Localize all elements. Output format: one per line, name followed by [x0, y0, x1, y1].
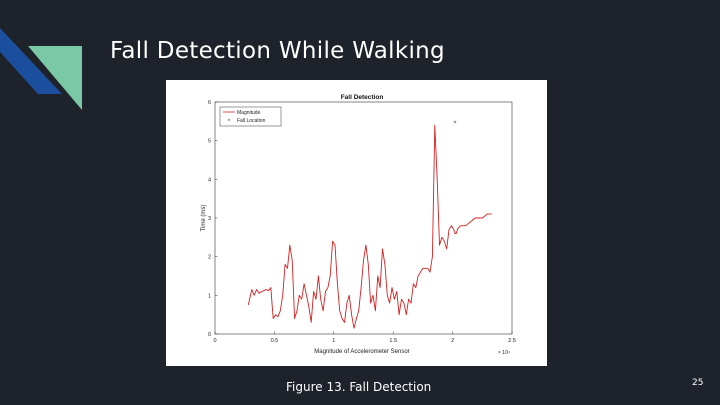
legend-box — [219, 106, 282, 127]
slide-title: Fall Detection While Walking — [110, 38, 445, 64]
chart-title: Fall Detection — [341, 94, 384, 101]
page-number: 25 — [692, 378, 704, 388]
legend: Magnitude * Fall Location — [219, 106, 282, 127]
y-tick-label: 4 — [208, 177, 211, 183]
y-tick-label: 3 — [208, 216, 211, 222]
x-tick-label: 1 — [332, 338, 335, 344]
fall-location-marker: * — [453, 119, 456, 128]
legend-marker-swatch: * — [228, 119, 231, 126]
chart-figure: Fall Detection 0 0.5 1 1.5 2 2.5 0 1 2 3 4 5 6 * Mag… — [166, 80, 547, 366]
fall-detection-chart: Fall Detection 0 0.5 1 1.5 2 2.5 0 1 2 3 4 5 6 * Mag… — [201, 94, 516, 356]
y-tick-label: 0 — [208, 332, 211, 338]
x-tick-label: 2.5 — [508, 338, 516, 344]
axis-ticks: 0 0.5 1 1.5 2 2.5 0 1 2 3 4 5 6 — [208, 100, 516, 344]
series-line-magnitude — [247, 124, 492, 329]
x-axis-label: Magnitude of Accelerometer Sensor — [314, 349, 409, 355]
figure-caption: Figure 13. Fall Detection — [286, 380, 432, 394]
corner-accent-shape — [0, 28, 82, 110]
legend-entry-fall-location: Fall Location — [237, 118, 266, 124]
x-tick-label: 1.5 — [389, 338, 397, 344]
y-axis-label: Time (ms) — [201, 205, 207, 232]
plot-area — [214, 101, 513, 335]
x-tick-label: 0 — [213, 338, 216, 344]
x-axis-exponent: × 10⁴ — [498, 350, 510, 356]
x-tick-label: 2 — [451, 338, 454, 344]
y-tick-label: 6 — [208, 100, 211, 106]
accent-dark-shape — [0, 28, 62, 94]
y-tick-label: 1 — [208, 293, 211, 299]
y-tick-label: 5 — [208, 139, 211, 145]
x-tick-label: 0.5 — [271, 338, 279, 344]
legend-entry-magnitude: Magnitude — [237, 110, 261, 116]
accent-light-shape — [28, 46, 82, 110]
series-layer: * — [247, 119, 492, 329]
y-tick-label: 2 — [208, 255, 211, 261]
